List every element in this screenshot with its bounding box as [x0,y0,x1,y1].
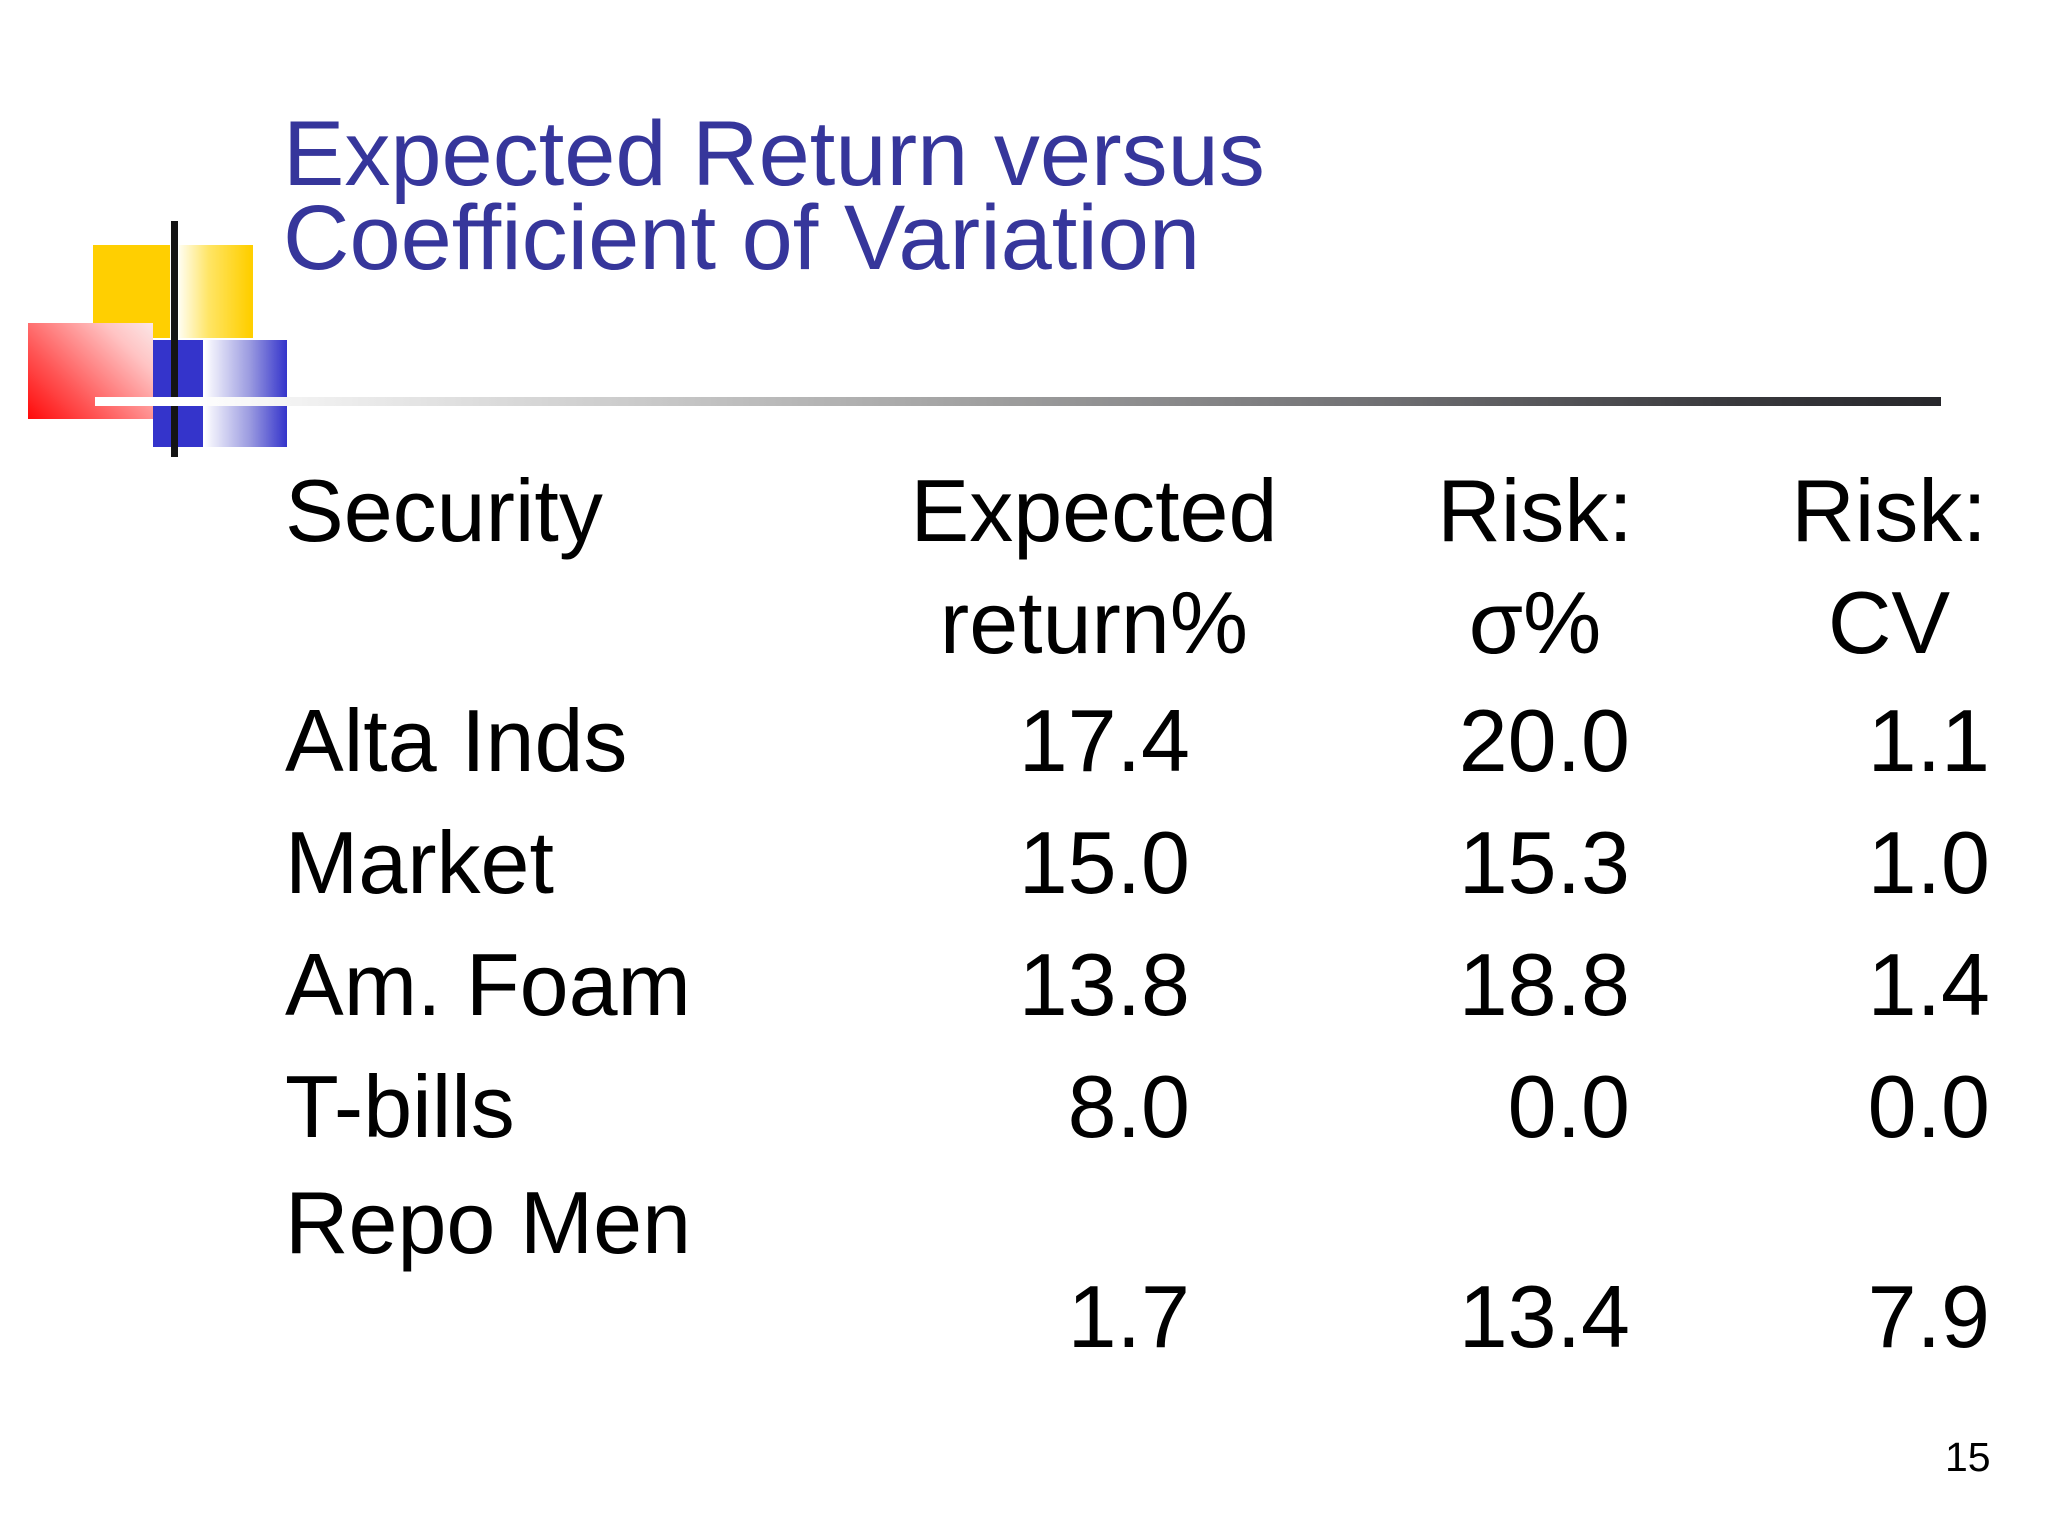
column-header-security: Security [285,461,603,560]
page-number: 15 [1945,1434,1991,1480]
risk-cv-cell: 1.0 [1867,813,1990,912]
table-row: Am. Foam 13.8 18.8 1.4 [285,924,1990,1046]
column-header-risk-sigma-text: Risk: σ% [1315,455,1755,679]
logo-blue-square-icon [153,340,203,447]
risk-cv-cell: 1.4 [1867,935,1990,1034]
table-header-row: Security Expected return% Risk: σ% Risk: [285,455,1990,680]
header-risk-sigma-line1: Risk: [1437,461,1633,560]
risk-sigma-cell: 20.0 [1458,691,1630,790]
risk-sigma-cell: 15.3 [1458,813,1630,912]
risk-cv-cell: 7.9 [1867,1267,1990,1366]
expected-return-cell: 15.0 [1018,813,1190,912]
risk-sigma-cell: 18.8 [1458,935,1630,1034]
column-header-risk-sigma: Risk: σ% [1190,455,1633,680]
column-header-expected-return-text: Expected return% [894,455,1294,679]
logo-vertical-line [171,221,178,457]
logo-blue-gradient-square-icon [205,340,287,447]
header-expected-line1: Expected [910,461,1278,560]
risk-sigma-cell: 13.4 [1458,1267,1630,1366]
security-cell: Am. Foam [285,935,691,1034]
expected-return-cell: 13.8 [1018,935,1190,1034]
risk-cv-cell: 1.1 [1867,691,1990,790]
table-row: Market 15.0 15.3 1.0 [285,802,1990,924]
header-risk-sigma-line2: σ% [1468,573,1602,672]
table-row: T-bills 8.0 0.0 0.0 [285,1046,1990,1168]
column-header-risk-cv-text: Risk: CV [1709,455,2048,679]
column-header-risk-cv: Risk: CV [1630,455,1990,680]
logo-yellow-square-icon [93,245,170,338]
risk-cv-cell: 0.0 [1867,1057,1990,1156]
expected-return-cell: 8.0 [1067,1057,1190,1156]
security-cell: Market [285,813,554,912]
risk-sigma-cell: 0.0 [1507,1057,1630,1156]
slide-title: Expected Return versus Coefficient of Va… [283,103,1265,289]
logo-yellow-gradient-square-icon [179,245,253,338]
header-risk-cv-line2: CV [1827,573,1951,672]
expected-return-cell: 17.4 [1018,691,1190,790]
security-cell: Repo Men [285,1173,692,1272]
expected-return-cell: 1.7 [1067,1267,1190,1366]
header-risk-cv-line1: Risk: [1791,461,1987,560]
column-header-expected-return: Expected return% [790,455,1278,680]
title-divider-line [95,397,1941,406]
table-row: Alta Inds 17.4 20.0 1.1 [285,680,1990,802]
security-cell: Alta Inds [285,691,628,790]
table-row: Repo Men 1.7 13.4 7.9 [285,1168,1990,1371]
slide-title-line2: Coefficient of Variation [283,187,1201,289]
slide-title-line1: Expected Return versus [283,103,1265,205]
securities-table: Security Expected return% Risk: σ% Risk: [285,455,1990,1371]
security-cell: T-bills [285,1057,515,1156]
header-expected-line2: return% [939,573,1249,672]
